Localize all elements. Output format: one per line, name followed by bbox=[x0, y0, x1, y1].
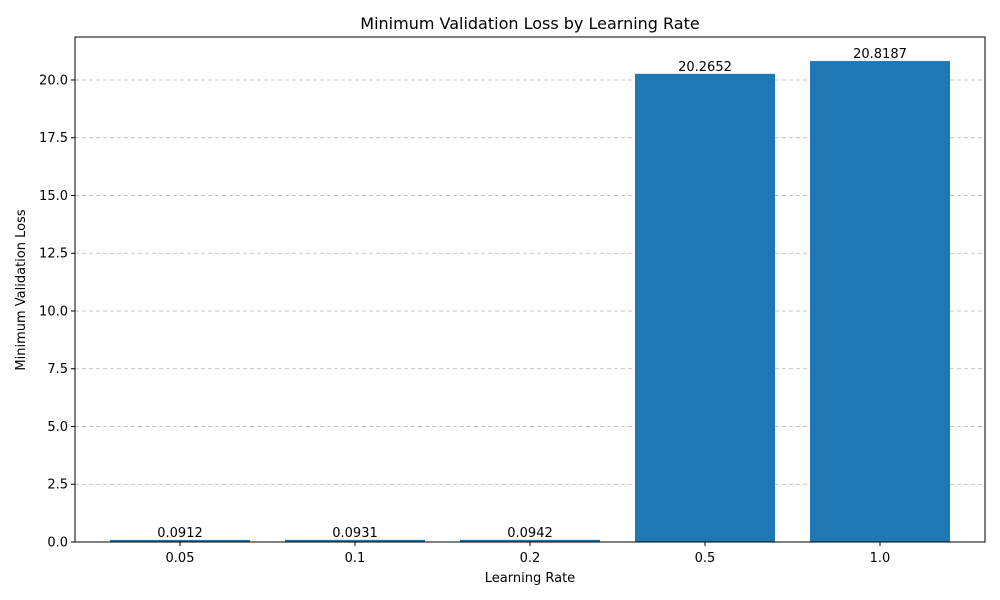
y-tick-label: 17.5 bbox=[39, 131, 68, 146]
bar bbox=[285, 539, 425, 542]
x-tick-label: 0.5 bbox=[695, 551, 716, 566]
x-tick-label: 0.05 bbox=[166, 551, 195, 566]
x-axis-ticks: 0.05 0.1 0.2 0.5 1.0 bbox=[166, 542, 891, 566]
x-tick-label: 0.2 bbox=[520, 551, 541, 566]
y-tick-label: 2.5 bbox=[47, 478, 68, 493]
y-axis-ticks: 0.0 2.5 5.0 7.5 10.0 12.5 15.0 17.5 20.0 bbox=[39, 73, 75, 551]
bar-value-label: 0.0912 bbox=[157, 526, 203, 541]
y-tick-label: 20.0 bbox=[39, 73, 68, 88]
bar bbox=[635, 73, 775, 543]
x-axis-label: Learning Rate bbox=[485, 571, 575, 586]
bar-value-label: 0.0942 bbox=[507, 526, 553, 541]
bar bbox=[810, 61, 950, 542]
bars bbox=[110, 61, 950, 543]
bar-value-label: 20.2652 bbox=[678, 60, 732, 75]
y-axis-label: Minimum Validation Loss bbox=[14, 209, 29, 370]
chart-title: Minimum Validation Loss by Learning Rate bbox=[360, 14, 699, 33]
y-tick-label: 5.0 bbox=[47, 420, 68, 435]
bar bbox=[460, 539, 600, 542]
x-tick-label: 1.0 bbox=[870, 551, 891, 566]
bar-value-label: 20.8187 bbox=[853, 47, 907, 62]
y-tick-label: 0.0 bbox=[47, 536, 68, 551]
x-tick-label: 0.1 bbox=[345, 551, 366, 566]
y-tick-label: 10.0 bbox=[39, 304, 68, 319]
bar-value-label: 0.0931 bbox=[332, 526, 378, 541]
y-tick-label: 15.0 bbox=[39, 189, 68, 204]
data-labels: 0.0912 0.0931 0.0942 20.2652 20.8187 bbox=[157, 47, 907, 541]
bar bbox=[110, 539, 250, 542]
y-tick-label: 7.5 bbox=[47, 362, 68, 377]
y-tick-label: 12.5 bbox=[39, 247, 68, 262]
